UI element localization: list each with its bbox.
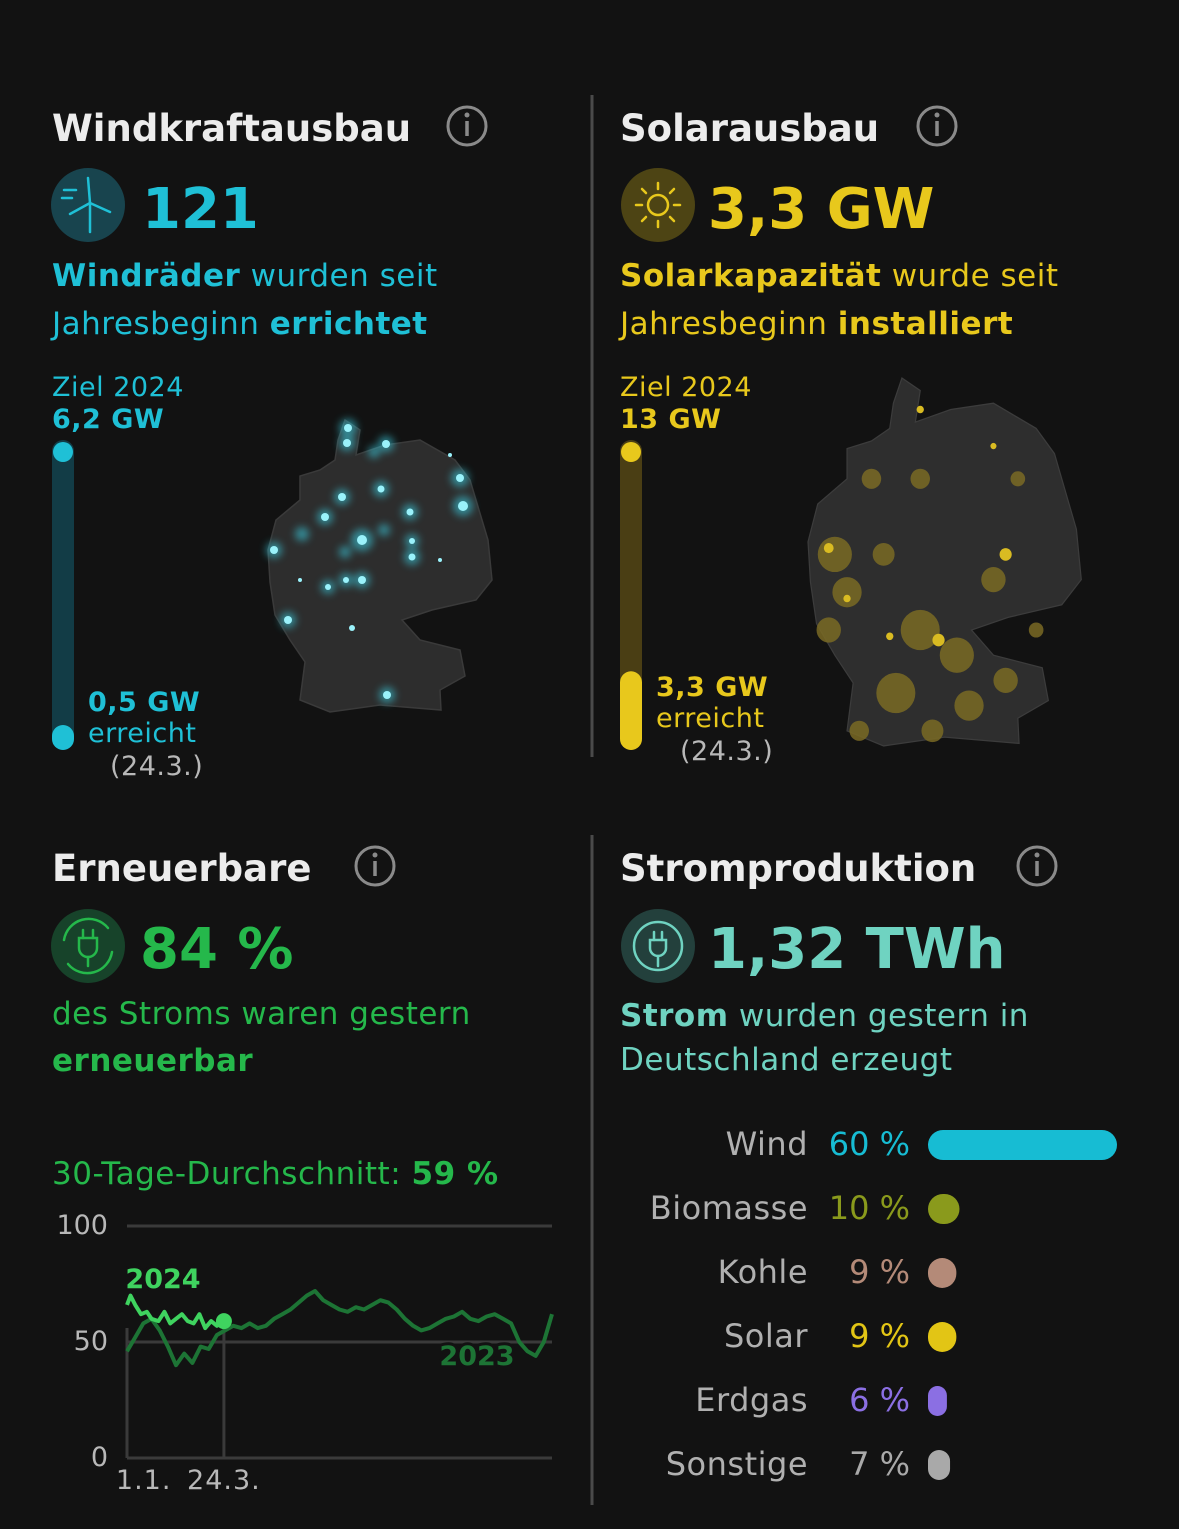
average-value: 59 % bbox=[411, 1156, 499, 1192]
bar bbox=[928, 1322, 957, 1352]
text: wurden seit bbox=[250, 258, 438, 294]
x-tick-label: 24.3. bbox=[187, 1465, 261, 1496]
bar-label: Biomasse bbox=[649, 1189, 808, 1227]
bar-label: Erdgas bbox=[695, 1381, 808, 1419]
y-tick-label: 50 bbox=[73, 1326, 108, 1357]
y-tick-label: 0 bbox=[90, 1442, 108, 1473]
emphasis: Windräder bbox=[52, 258, 241, 294]
progress-track bbox=[52, 440, 74, 750]
progress-fill bbox=[52, 725, 74, 750]
text: Jahresbeginn bbox=[52, 306, 260, 342]
bar-label: Wind bbox=[725, 1125, 808, 1163]
reached-label: erreicht bbox=[88, 718, 197, 749]
goal-value: 13 GW bbox=[620, 404, 722, 435]
value-label: 7 % bbox=[849, 1445, 910, 1483]
panel-title: Windkraftausbau bbox=[52, 107, 412, 150]
progress-fill bbox=[620, 671, 642, 750]
reached-value: 0,5 GW bbox=[88, 687, 201, 718]
goal-value: 6,2 GW bbox=[52, 404, 165, 435]
panel-title: Solarausbau bbox=[620, 107, 880, 150]
info-icon[interactable] bbox=[1016, 845, 1058, 887]
goal-marker bbox=[621, 442, 641, 462]
progress-track bbox=[620, 440, 642, 750]
bar bbox=[928, 1130, 1117, 1160]
solar-map bbox=[807, 377, 1082, 747]
info-icon[interactable] bbox=[354, 845, 396, 887]
info-icon[interactable] bbox=[916, 105, 958, 147]
text: wurden gestern in bbox=[738, 998, 1029, 1034]
current-point bbox=[215, 1313, 232, 1330]
value-label: 60 % bbox=[828, 1125, 910, 1163]
wind-icon bbox=[51, 168, 125, 242]
description-line: erneuerbar bbox=[52, 1043, 254, 1079]
average-line: 30-Tage-Durchschnitt: 59 % bbox=[52, 1159, 499, 1190]
emphasis: installiert bbox=[837, 306, 1014, 342]
goal-label: Ziel 2024 bbox=[620, 372, 752, 403]
x-tick-label: 1.1. bbox=[115, 1465, 172, 1496]
hero-value: 1,32 TWh bbox=[708, 917, 1006, 982]
panel-title: Stromproduktion bbox=[620, 847, 977, 890]
description-line: Solarkapazität wurde seit bbox=[620, 261, 1058, 292]
hero-value: 84 % bbox=[140, 917, 294, 982]
value-label: 9 % bbox=[849, 1317, 910, 1355]
solar-icon bbox=[621, 168, 695, 242]
reached-label: erreicht bbox=[656, 703, 765, 734]
value-label: 6 % bbox=[849, 1381, 910, 1419]
date: (24.3.) bbox=[110, 751, 204, 782]
bar bbox=[928, 1258, 957, 1288]
series-label: 2023 bbox=[439, 1341, 514, 1372]
value-label: 10 % bbox=[828, 1189, 910, 1227]
wind-map bbox=[266, 419, 493, 713]
emphasis: errichtet bbox=[269, 306, 428, 342]
info-dots bbox=[372, 112, 1040, 858]
line-series bbox=[125, 1289, 554, 1368]
line-series bbox=[125, 1293, 226, 1331]
y-tick-label: 100 bbox=[56, 1210, 108, 1241]
production-icon bbox=[621, 909, 695, 983]
bar bbox=[928, 1194, 960, 1224]
panel-title: Erneuerbare bbox=[52, 847, 312, 890]
hero-value: 3,3 GW bbox=[708, 177, 935, 242]
description-line: Strom wurden gestern in bbox=[620, 1001, 1029, 1032]
date: (24.3.) bbox=[680, 736, 774, 767]
info-icons[interactable] bbox=[354, 105, 1058, 887]
hero-value: 121 bbox=[142, 177, 259, 242]
description-line: Deutschland erzeugt bbox=[620, 1042, 953, 1078]
bar bbox=[928, 1450, 951, 1480]
text: wurde seit bbox=[891, 258, 1059, 294]
description-line: Jahresbeginn installiert bbox=[620, 309, 1013, 340]
description-line: Jahresbeginn errichtet bbox=[52, 309, 428, 340]
reached-value: 3,3 GW bbox=[656, 672, 769, 703]
goal-marker bbox=[53, 442, 73, 462]
goal-label: Ziel 2024 bbox=[52, 372, 184, 403]
average-label: 30-Tage-Durchschnitt: bbox=[52, 1156, 402, 1192]
renewables-icon bbox=[51, 909, 125, 983]
series-label: 2024 bbox=[125, 1264, 200, 1295]
text: Jahresbeginn bbox=[620, 306, 828, 342]
description-line: Windräder wurden seit bbox=[52, 261, 438, 292]
bar-label: Kohle bbox=[717, 1253, 808, 1291]
emphasis: Solarkapazität bbox=[620, 258, 882, 294]
bar-label: Sonstige bbox=[665, 1445, 808, 1483]
description-line: des Stroms waren gestern bbox=[52, 996, 471, 1032]
info-icon[interactable] bbox=[446, 105, 488, 147]
emphasis: Strom bbox=[620, 998, 729, 1034]
value-label: 9 % bbox=[849, 1253, 910, 1291]
bar-label: Solar bbox=[723, 1317, 808, 1355]
bar bbox=[928, 1386, 947, 1416]
